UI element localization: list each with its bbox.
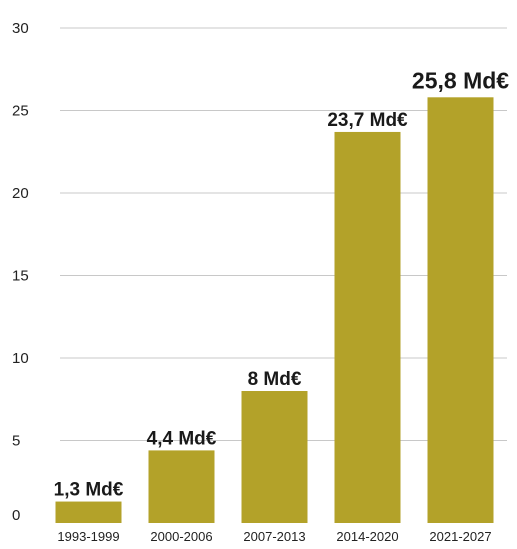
x-tick-label: 2007-2013 [243,529,305,544]
bar-2000-2006 [148,450,215,523]
y-tick-label: 25 [12,103,29,120]
y-tick-label: 30 [12,20,29,37]
x-tick-label: 1993-1999 [57,529,119,544]
bar-1993-1999 [55,501,122,523]
bars [55,97,494,524]
y-axis-ticks: 0 5 10 15 20 25 30 [12,20,29,524]
data-label: 25,8 Md€ [412,67,509,93]
bar-2007-2013 [241,391,308,523]
x-tick-label: 2014-2020 [336,529,398,544]
data-labels: 1,3 Md€ 4,4 Md€ 8 Md€ 23,7 Md€25,8 Md€ [54,67,510,500]
data-label: 1,3 Md€ [54,480,124,501]
y-tick-label: 15 [12,268,29,285]
y-tick-label: 5 [12,433,20,450]
x-tick-label: 2021-2027 [429,529,491,544]
y-tick-label: 0 [12,507,20,524]
bar-2014-2020 [334,131,401,523]
data-label: 8 Md€ [248,369,302,390]
data-label: 4,4 Md€ [147,428,217,449]
y-tick-label: 20 [12,185,29,202]
x-tick-label: 2000-2006 [150,529,212,544]
y-tick-label: 10 [12,350,29,367]
x-axis-ticks: 1993-1999 2000-2006 2007-2013 2014-2020 2021… [57,529,491,544]
data-label: 23,7 Md€ [327,110,408,131]
bar-2021-2027 [427,97,494,524]
